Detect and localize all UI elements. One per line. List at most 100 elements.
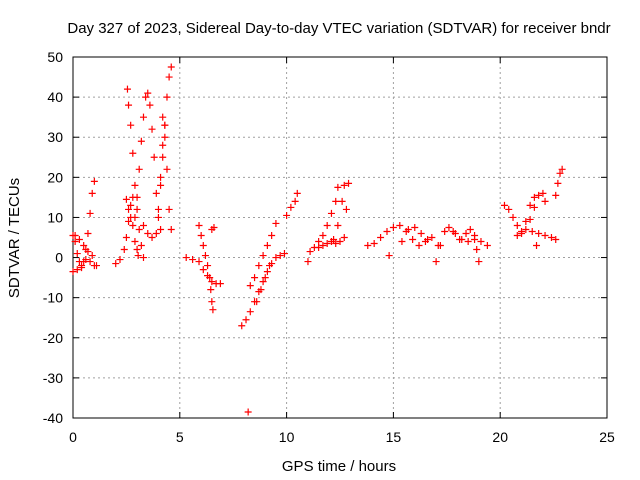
data-point [266, 262, 274, 270]
data-point [75, 236, 83, 244]
data-point [253, 298, 261, 306]
data-point [161, 121, 169, 129]
x-tick-label: 10 [279, 429, 295, 445]
data-point [332, 197, 340, 205]
data-point [157, 225, 165, 233]
data-point [522, 225, 530, 233]
data-point [255, 262, 263, 270]
data-point [259, 278, 267, 286]
data-point [259, 252, 267, 260]
data-point [139, 221, 147, 229]
data-point [334, 221, 342, 229]
data-point [500, 201, 508, 209]
data-point [541, 231, 549, 239]
data-point [554, 179, 562, 187]
x-axis-label: GPS time / hours [282, 458, 396, 475]
data-point [127, 201, 135, 209]
data-point [86, 258, 94, 266]
data-point [513, 231, 521, 239]
data-point [398, 238, 406, 246]
data-point [291, 197, 299, 205]
data-point [135, 165, 143, 173]
y-tick-label: -40 [43, 410, 63, 426]
data-point [526, 215, 534, 223]
data-point [206, 274, 214, 282]
y-tick-label: 20 [47, 169, 63, 185]
data-point [364, 242, 372, 250]
data-point [251, 274, 259, 282]
data-point [541, 197, 549, 205]
y-tick-label: 30 [47, 129, 63, 145]
data-point [127, 121, 135, 129]
data-point [246, 282, 254, 290]
data-point [535, 229, 543, 237]
data-point [146, 101, 154, 109]
data-point [246, 308, 254, 316]
data-point [207, 286, 215, 294]
data-point [201, 252, 209, 260]
y-tick-label: 40 [47, 89, 63, 105]
data-point [332, 240, 340, 248]
data-point [165, 73, 173, 81]
data-point [159, 153, 167, 161]
data-point [466, 225, 474, 233]
data-point [208, 298, 216, 306]
data-point [73, 250, 81, 258]
data-point [293, 189, 301, 197]
data-point [377, 234, 385, 241]
data-point [144, 229, 152, 237]
data-point [471, 231, 479, 239]
data-point [195, 221, 203, 229]
data-point [199, 266, 207, 274]
data-point [513, 221, 521, 229]
data-point [552, 236, 560, 244]
data-point [238, 322, 246, 330]
data-point [150, 153, 158, 161]
data-point [505, 205, 513, 213]
y-tick-label: 50 [47, 49, 63, 65]
data-point [528, 227, 536, 235]
data-point [167, 63, 175, 71]
y-tick-label: -10 [43, 290, 63, 306]
data-point [530, 193, 538, 201]
data-point [276, 252, 284, 260]
data-point [319, 231, 327, 239]
data-point [159, 141, 167, 149]
data-point [131, 213, 139, 221]
data-point [148, 125, 156, 133]
data-point [88, 189, 96, 197]
data-point [82, 256, 90, 264]
data-point [404, 225, 412, 233]
data-point [197, 231, 205, 239]
data-point [370, 240, 378, 248]
data-point [319, 242, 327, 250]
data-point [445, 223, 453, 231]
data-point [157, 181, 165, 189]
data-point [257, 286, 265, 294]
data-point [280, 250, 288, 258]
data-point [304, 258, 312, 266]
data-point [139, 254, 147, 262]
data-point [323, 221, 331, 229]
data-point [71, 231, 79, 239]
data-point [462, 229, 470, 237]
data-point [84, 229, 92, 237]
data-point [268, 231, 276, 239]
data-point [389, 223, 397, 231]
data-point [208, 278, 216, 286]
data-point [125, 101, 133, 109]
data-point [385, 252, 393, 260]
data-point [526, 201, 534, 209]
data-point [456, 236, 464, 244]
x-tick-label: 25 [599, 429, 615, 445]
data-point [157, 173, 165, 181]
data-point [522, 217, 530, 225]
data-point [165, 205, 173, 213]
data-point [436, 242, 444, 250]
data-point [464, 238, 472, 246]
x-tick-label: 0 [69, 429, 77, 445]
data-point [518, 229, 526, 237]
data-point [112, 260, 120, 268]
